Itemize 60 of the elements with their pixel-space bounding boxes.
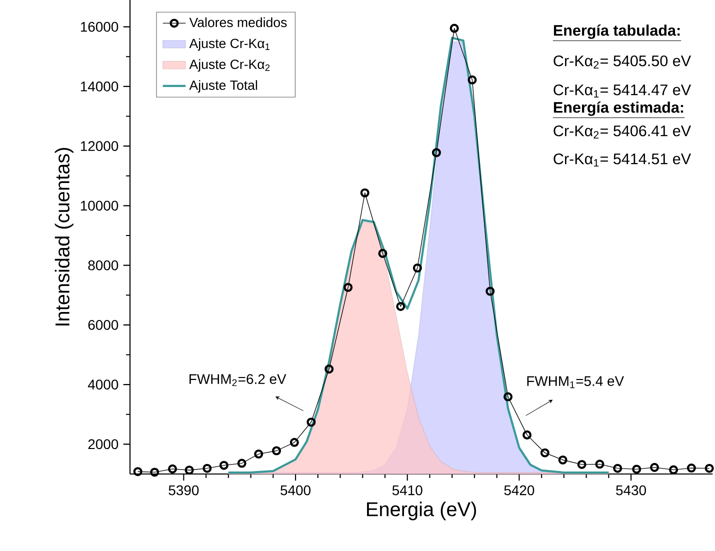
annotation: Cr-Kα$_{2}$= 5405.50 eV: [554, 55, 691, 69]
point: [503, 392, 513, 402]
point: [219, 460, 228, 470]
point: [133, 467, 142, 476]
y-tick-label: 4000: [88, 380, 118, 390]
point: [254, 450, 264, 459]
point: [522, 430, 532, 440]
point: [306, 418, 316, 427]
point: [184, 466, 194, 475]
point: [669, 465, 678, 474]
point: [360, 188, 370, 198]
point: [150, 468, 160, 477]
point: [378, 248, 388, 258]
y-tick-label: 14000: [80, 82, 118, 92]
y-tick-label: 10000: [80, 200, 118, 211]
x-axis-title: Energia (eV): [367, 502, 476, 520]
point: [202, 464, 212, 473]
point: [432, 148, 441, 158]
point: [396, 302, 406, 311]
point: [290, 438, 299, 447]
point: [613, 464, 622, 473]
annotation: Energía estimada:: [554, 101, 684, 116]
annotation: Cr-Kα$_{1}$= 5414.51 eV: [554, 153, 691, 167]
y-tick-label: 16000: [80, 22, 118, 32]
x-tick-label: 5390: [168, 485, 199, 496]
x-tick-label: 5410: [392, 485, 422, 496]
point: [540, 448, 550, 458]
legend-label: Valores medidos: [189, 17, 287, 28]
point: [558, 455, 568, 465]
point: [595, 460, 604, 469]
point: [237, 458, 246, 468]
point: [486, 286, 495, 296]
annotation: Cr-Kα$_{2}$= 5406.41 eV: [554, 125, 691, 139]
x-tick-label: 5420: [504, 485, 534, 496]
point: [468, 75, 477, 84]
point: [650, 462, 660, 472]
annotation: Energía tabulada:: [554, 24, 680, 39]
y-tick-label: 8000: [88, 260, 118, 270]
x-tick-label: 5400: [280, 485, 310, 496]
annotation: Cr-Kα$_{1}$= 5414.47 eV: [554, 84, 691, 98]
legend-label: Ajuste Total: [189, 80, 258, 93]
point: [704, 464, 714, 473]
point: [577, 460, 586, 469]
annotation: FWHM$_{2}$=6.2 eV: [190, 374, 286, 386]
point: [450, 24, 459, 33]
y-tick-label: 6000: [88, 320, 118, 330]
annotation: FWHM$_{1}$=5.4 eV: [527, 376, 624, 388]
point: [412, 263, 422, 273]
point: [272, 446, 282, 456]
x-tick-label: 5430: [616, 485, 646, 496]
legend-label: Ajuste Cr-Kα$_{1}$: [189, 38, 270, 51]
y-tick-label: 2000: [88, 439, 118, 450]
y-tick-label: 12000: [80, 141, 118, 152]
point: [686, 464, 696, 473]
y-axis-title: Intensidad (cuentas): [54, 148, 74, 326]
legend-label: Ajuste Cr-Kα$_{2}$: [189, 59, 270, 72]
point: [324, 364, 334, 374]
point: [168, 464, 178, 474]
point: [344, 282, 353, 292]
point: [632, 464, 642, 474]
